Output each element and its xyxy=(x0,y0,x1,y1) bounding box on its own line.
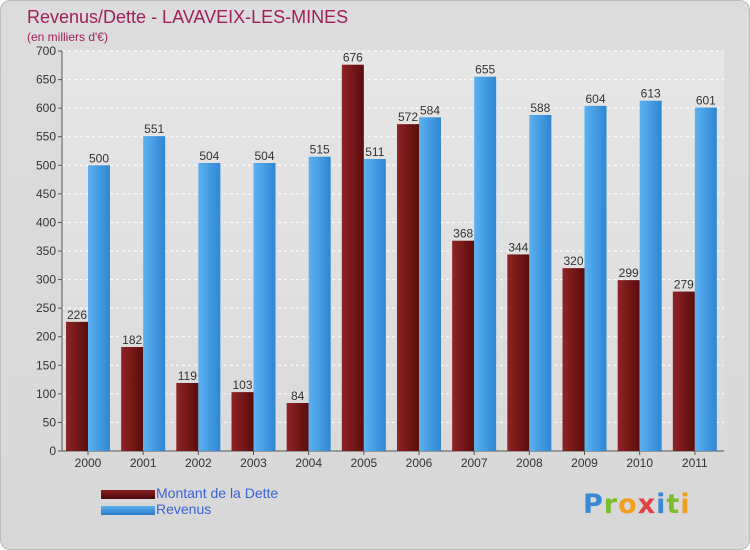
data-label-debt: 676 xyxy=(343,51,363,65)
data-label-revenus: 601 xyxy=(696,94,716,108)
proxiti-logo: Proxiti xyxy=(583,489,691,520)
x-tick-label: 2008 xyxy=(516,456,543,470)
logo-letter: x xyxy=(637,489,657,520)
bar-debt xyxy=(562,268,585,451)
data-label-revenus: 504 xyxy=(254,149,274,163)
data-label-debt: 320 xyxy=(563,254,583,268)
y-tick-label: 350 xyxy=(36,244,56,258)
data-label-debt: 182 xyxy=(122,333,142,347)
bar-revenus xyxy=(143,136,166,451)
x-tick-label: 2007 xyxy=(461,456,488,470)
bar-debt xyxy=(397,124,419,452)
data-label-revenus: 504 xyxy=(199,149,219,163)
y-tick-label: 250 xyxy=(36,301,56,315)
bar-debt xyxy=(452,240,475,451)
data-label-revenus: 500 xyxy=(89,151,109,165)
bar-debt xyxy=(341,64,364,451)
y-tick-label: 300 xyxy=(36,273,56,287)
x-tick-label: 2011 xyxy=(682,456,708,470)
bar-debt xyxy=(286,403,309,451)
bar-revenus xyxy=(88,165,110,452)
data-label-debt: 279 xyxy=(674,278,694,292)
x-tick-label: 2005 xyxy=(350,456,377,470)
y-tick-label: 400 xyxy=(36,215,56,229)
data-label-debt: 84 xyxy=(291,389,305,403)
bar-debt xyxy=(672,291,695,451)
y-tick-label: 700 xyxy=(36,44,56,58)
data-label-debt: 368 xyxy=(453,227,473,241)
x-tick-label: 2009 xyxy=(571,456,598,470)
data-label-revenus: 511 xyxy=(365,145,384,159)
data-label-debt: 344 xyxy=(508,240,528,254)
logo-letter: o xyxy=(618,489,638,520)
bar-revenus xyxy=(363,159,386,451)
x-tick-label: 2001 xyxy=(130,456,157,470)
bar-debt xyxy=(66,321,88,451)
y-tick-label: 550 xyxy=(36,130,56,144)
bar-revenus xyxy=(584,105,607,451)
bar-revenus xyxy=(419,117,441,452)
legend-label-debt: Montant de la Dette xyxy=(156,485,279,501)
bar-revenus xyxy=(253,163,276,451)
bar-debt xyxy=(231,392,254,451)
x-tick-label: 2003 xyxy=(240,456,267,470)
x-tick-label: 2004 xyxy=(295,456,322,470)
x-tick-label: 2000 xyxy=(75,456,102,470)
data-label-debt: 103 xyxy=(232,378,252,392)
data-label-debt: 572 xyxy=(398,110,418,124)
bar-revenus xyxy=(529,115,552,451)
chart-title: Revenus/Dette - LAVAVEIX-LES-MINES xyxy=(27,7,349,27)
data-label-debt: 299 xyxy=(619,266,639,280)
bar-revenus xyxy=(694,107,717,452)
data-label-revenus: 604 xyxy=(585,92,605,106)
data-label-debt: 119 xyxy=(178,369,197,383)
logo-letter: i xyxy=(680,489,691,520)
chart-subtitle: (en milliers d'€) xyxy=(27,30,108,44)
logo-letter: i xyxy=(656,489,667,520)
data-label-revenus: 515 xyxy=(310,143,330,157)
logo-letter: P xyxy=(583,489,604,520)
bar-debt xyxy=(176,383,199,451)
bar-debt xyxy=(121,347,144,451)
y-tick-label: 150 xyxy=(36,358,56,372)
y-tick-label: 50 xyxy=(43,415,57,429)
logo-letter: r xyxy=(603,489,619,520)
data-label-revenus: 551 xyxy=(144,122,164,136)
y-tick-label: 200 xyxy=(36,330,56,344)
data-label-revenus: 588 xyxy=(530,101,550,115)
bar-revenus xyxy=(639,100,662,451)
bar-revenus xyxy=(474,76,497,451)
bar-debt xyxy=(617,280,640,451)
data-label-revenus: 613 xyxy=(641,87,661,101)
y-tick-label: 450 xyxy=(36,187,56,201)
legend-swatch-revenus xyxy=(101,506,155,515)
logo-letter: t xyxy=(666,489,681,520)
x-tick-label: 2010 xyxy=(626,456,653,470)
bar-debt xyxy=(507,254,530,451)
x-tick-label: 2006 xyxy=(406,456,433,470)
y-tick-label: 100 xyxy=(36,387,56,401)
x-tick-label: 2002 xyxy=(185,456,212,470)
legend-swatch-debt xyxy=(101,490,155,499)
bar-revenus xyxy=(308,156,331,451)
y-tick-label: 650 xyxy=(36,73,56,87)
y-tick-label: 600 xyxy=(36,101,56,115)
y-tick-label: 0 xyxy=(49,444,56,458)
data-label-revenus: 655 xyxy=(475,63,495,77)
y-tick-label: 500 xyxy=(36,158,56,172)
data-label-debt: 226 xyxy=(67,308,87,322)
bar-revenus xyxy=(198,163,221,451)
legend-label-revenus: Revenus xyxy=(156,501,212,517)
data-label-revenus: 584 xyxy=(420,103,440,117)
